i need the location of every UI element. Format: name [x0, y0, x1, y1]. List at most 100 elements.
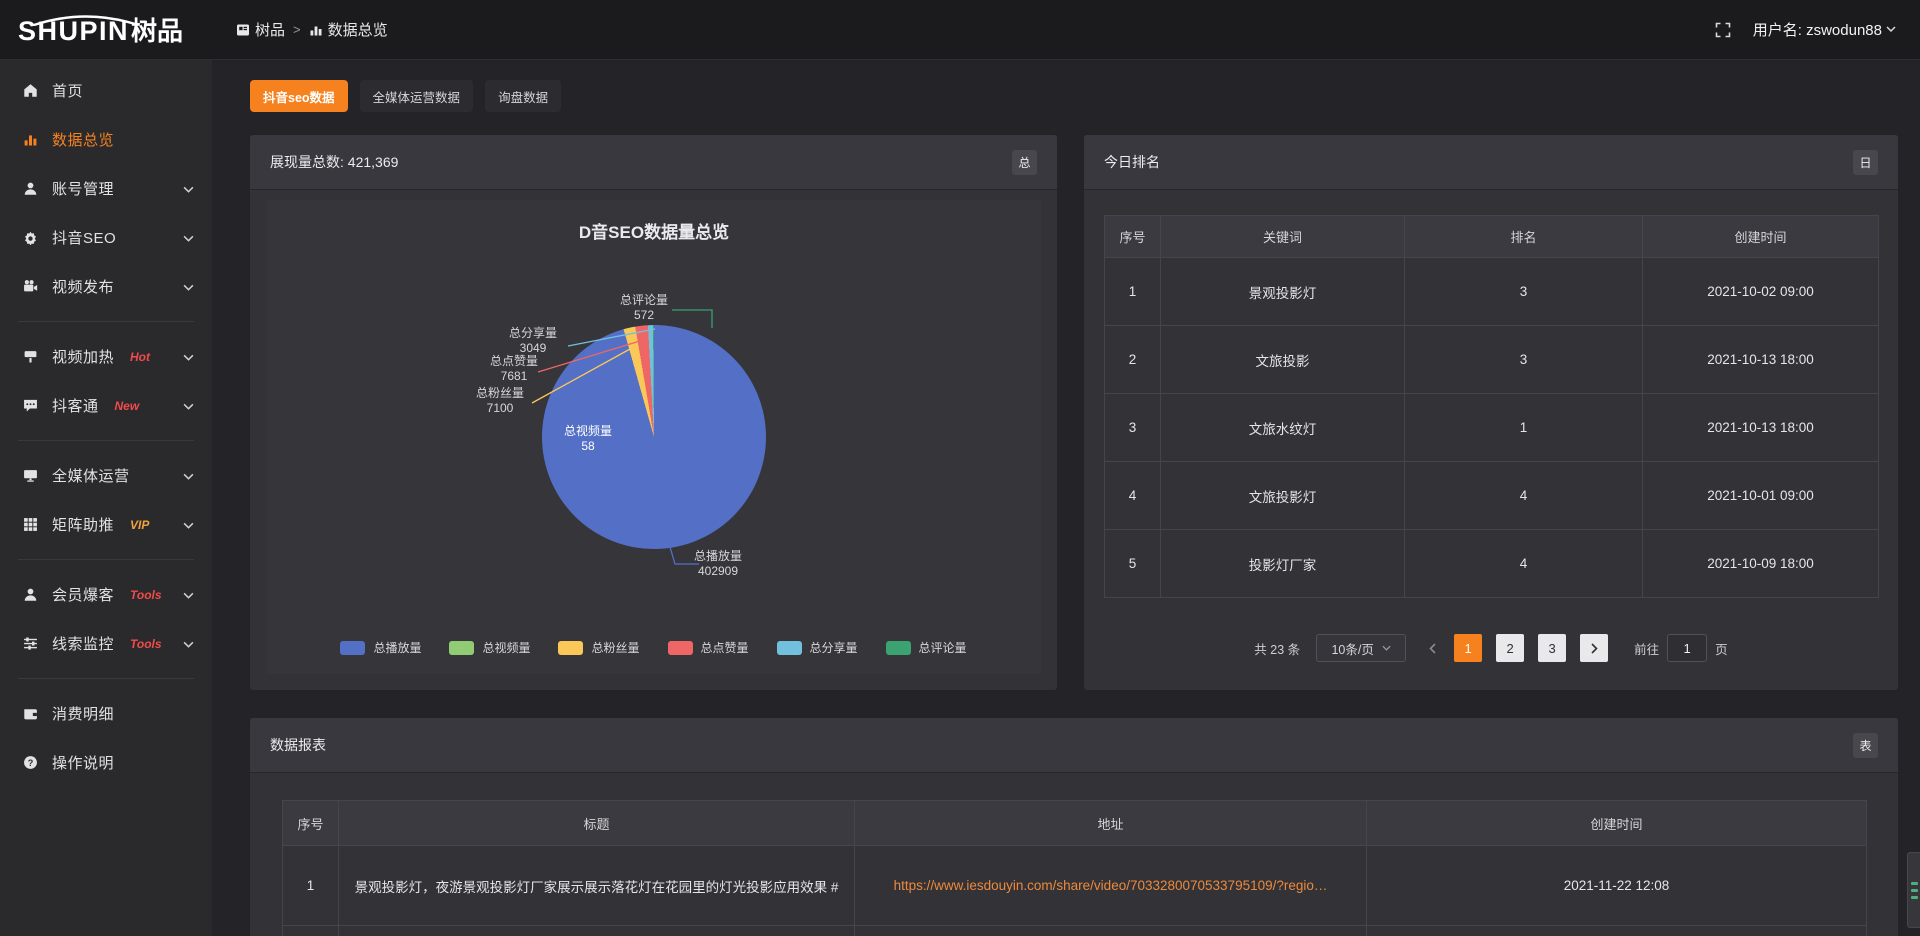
monitor-icon	[22, 468, 39, 483]
legend-item-shares[interactable]: 总分享量	[776, 639, 858, 656]
rank-table-row: 4 文旅投影灯 4 2021-10-01 09:00	[1104, 461, 1879, 530]
chevron-right-icon	[1591, 642, 1598, 654]
rank-col-rank: 排名	[1404, 215, 1643, 258]
sidebar-divider	[18, 559, 194, 560]
tab-inquiry[interactable]: 询盘数据	[485, 80, 562, 112]
pie-chart-region: D音SEO数据量总览 总评论量 572 总分享量 3049 总点赞量 7681	[266, 200, 1041, 674]
user-icon	[22, 587, 39, 602]
rank-table-row: 1 景观投影灯 3 2021-10-02 09:00	[1104, 257, 1879, 326]
sliders-icon	[22, 636, 39, 651]
next-page-button[interactable]	[1580, 634, 1609, 662]
daily-toggle-button[interactable]: 日	[1853, 149, 1878, 175]
table-toggle-button[interactable]: 表	[1853, 732, 1878, 758]
sidebar-item-data-overview[interactable]: 数据总览	[0, 115, 212, 164]
sidebar-item-video-heat[interactable]: 视频加热 Hot	[0, 332, 212, 381]
main-content: 抖音seo数据 全媒体运营数据 询盘数据 展现量总数: 421,369 总 D音…	[212, 60, 1920, 936]
sidebar-item-account[interactable]: 账号管理	[0, 164, 212, 213]
legend-item-fans[interactable]: 总粉丝量	[558, 639, 640, 656]
chevron-down-icon	[183, 229, 194, 247]
rank-table-row: 3 文旅水纹灯 1 2021-10-13 18:00	[1104, 393, 1879, 462]
pie-label-comments: 总评论量 572	[619, 293, 669, 322]
video-title: 景观投影灯，夜游景观投影灯厂家展示展示落花灯在花园里的灯光投影应用效果 #	[338, 845, 855, 926]
rank-panel-title: 今日排名	[1104, 154, 1160, 170]
username-text: 用户名: zswodun88	[1752, 22, 1882, 39]
goto-page-input[interactable]	[1667, 634, 1708, 662]
gear-icon	[22, 230, 39, 245]
app-grid-icon	[237, 24, 249, 35]
sidebar-item-matrix-boost[interactable]: 矩阵助推 VIP	[0, 500, 212, 549]
fullscreen-icon[interactable]	[1715, 22, 1731, 38]
chevron-down-icon	[183, 586, 194, 604]
page-button-3[interactable]: 3	[1538, 634, 1567, 662]
sidebar: 首页 数据总览 账号管理 抖音SEO 视频发布 视频加热 Hot 抖客通 New…	[0, 60, 212, 936]
video-camera-icon	[22, 279, 39, 294]
pagination: 共 23 条 10条/页 1 2 3 前往 页	[1084, 634, 1898, 662]
username-menu[interactable]: 用户名: zswodun88	[1753, 19, 1896, 40]
legend-swatch	[449, 640, 475, 655]
chevron-left-icon	[1429, 642, 1436, 654]
legend-item-likes[interactable]: 总点赞量	[667, 639, 749, 656]
sidebar-item-lead-monitor[interactable]: 线索监控 Tools	[0, 619, 212, 668]
page-button-2[interactable]: 2	[1496, 634, 1525, 662]
logo-arc	[33, 15, 139, 26]
app-logo: SHUPIN 树品	[0, 11, 212, 48]
sidebar-divider	[18, 321, 194, 322]
chevron-down-icon	[183, 348, 194, 366]
goto-page: 前往 页	[1634, 634, 1728, 662]
sidebar-item-member-burst[interactable]: 会员爆客 Tools	[0, 570, 212, 619]
legend-swatch	[885, 640, 911, 655]
chart-legend: 总播放量 总视频量 总粉丝量 总点赞量 总分享量 总评论量	[266, 639, 1041, 656]
sidebar-item-home[interactable]: 首页	[0, 66, 212, 115]
report-col-seq: 序号	[282, 800, 339, 846]
pie-label-shares: 总分享量 3049	[508, 326, 558, 355]
pie-label-fans: 总粉丝量 7100	[475, 386, 525, 415]
legend-item-comments[interactable]: 总评论量	[885, 639, 967, 656]
chart-title: D音SEO数据量总览	[578, 223, 730, 242]
sidebar-item-help[interactable]: ? 操作说明	[0, 738, 212, 787]
report-col-title: 标题	[338, 800, 855, 846]
svg-text:?: ?	[28, 758, 34, 768]
legend-swatch	[558, 640, 584, 655]
report-table-row	[282, 925, 1867, 936]
page-button-1[interactable]: 1	[1454, 634, 1483, 662]
chevron-down-icon	[1382, 645, 1391, 651]
sidebar-item-spend-detail[interactable]: 消费明细	[0, 689, 212, 738]
tab-media-operation[interactable]: 全媒体运营数据	[359, 80, 474, 112]
legend-item-plays[interactable]: 总播放量	[340, 639, 421, 656]
pagination-total: 共 23 条	[1254, 642, 1301, 657]
page-size-select[interactable]: 10条/页	[1316, 634, 1407, 662]
rank-panel-header: 今日排名 日	[1084, 135, 1898, 190]
home-icon	[22, 83, 39, 98]
overview-panel-header: 展现量总数: 421,369 总	[250, 135, 1057, 190]
pie-label-videos: 总视频量 58	[563, 424, 613, 453]
chevron-down-icon	[183, 516, 194, 534]
rank-table: 序号 关键词 排名 创建时间 1 景观投影灯 3 2021-10-02 09:00 2…	[1104, 215, 1879, 598]
report-panel-header: 数据报表 表	[250, 718, 1898, 773]
sidebar-item-doukatong[interactable]: 抖客通 New	[0, 381, 212, 430]
legend-item-videos[interactable]: 总视频量	[449, 639, 530, 656]
total-toggle-button[interactable]: 总	[1012, 149, 1037, 175]
goto-label: 前往	[1634, 642, 1660, 657]
pie-label-plays: 总播放量 402909	[693, 549, 743, 578]
breadcrumb: 树品 > 数据总览	[236, 19, 388, 40]
chevron-down-icon	[1886, 26, 1896, 33]
sidebar-item-media-operation[interactable]: 全媒体运营	[0, 451, 212, 500]
sidebar-item-douyin-seo[interactable]: 抖音SEO	[0, 213, 212, 262]
chevron-down-icon	[183, 180, 194, 198]
rank-table-row: 5 投影灯厂家 4 2021-10-09 18:00	[1104, 529, 1879, 598]
side-float-widget[interactable]	[1907, 852, 1920, 928]
wallet-icon	[22, 706, 39, 721]
chevron-down-icon	[183, 397, 194, 415]
breadcrumb-home[interactable]: 树品	[236, 19, 285, 40]
vip-badge: VIP	[130, 517, 150, 532]
tab-douyin-seo[interactable]: 抖音seo数据	[250, 80, 348, 112]
tools-badge: Tools	[130, 636, 162, 651]
prev-page-button[interactable]	[1422, 642, 1442, 654]
video-link[interactable]: https://www.iesdouyin.com/share/video/70…	[893, 878, 1328, 893]
sidebar-item-video-publish[interactable]: 视频发布	[0, 262, 212, 311]
logo-text-cn: 树品	[131, 16, 184, 46]
legend-swatch	[776, 640, 802, 655]
report-panel-title: 数据报表	[270, 737, 326, 753]
rank-table-header-row: 序号 关键词 排名 创建时间	[1104, 215, 1879, 258]
breadcrumb-current[interactable]: 数据总览	[309, 19, 388, 40]
